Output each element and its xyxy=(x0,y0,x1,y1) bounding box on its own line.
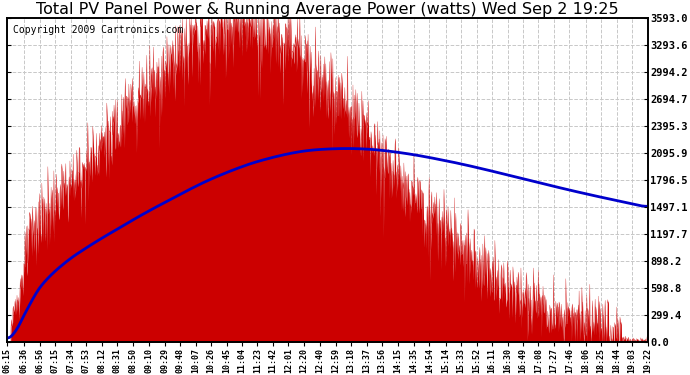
Title: Total PV Panel Power & Running Average Power (watts) Wed Sep 2 19:25: Total PV Panel Power & Running Average P… xyxy=(36,2,618,17)
Text: Copyright 2009 Cartronics.com: Copyright 2009 Cartronics.com xyxy=(13,25,184,35)
